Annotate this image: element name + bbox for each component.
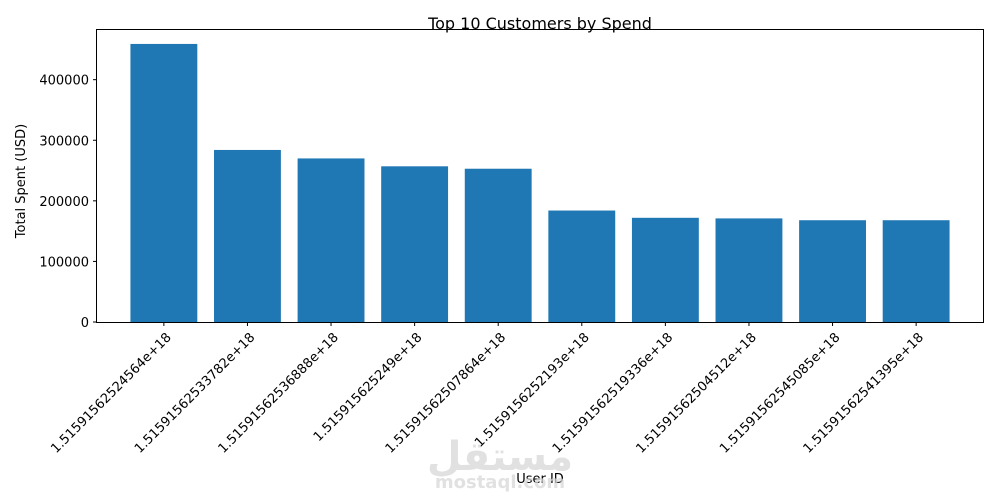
bar bbox=[214, 149, 281, 322]
y-tick-label: 400000 bbox=[39, 74, 89, 89]
y-tick-label: 100000 bbox=[39, 255, 89, 270]
bar bbox=[799, 220, 866, 322]
bar bbox=[130, 43, 198, 323]
y-tick-label: 0 bbox=[81, 316, 89, 331]
bar bbox=[381, 166, 449, 322]
watermark: مستقل mostaql.com bbox=[427, 434, 573, 493]
y-axis-label: Total Spent (USD) bbox=[14, 124, 29, 239]
bar bbox=[548, 210, 616, 322]
bar bbox=[882, 220, 950, 322]
bar bbox=[464, 168, 532, 322]
bar bbox=[297, 158, 365, 322]
watermark-latin: mostaql.com bbox=[435, 472, 565, 493]
x-axis-label: User ID bbox=[516, 472, 564, 487]
watermark-arabic: مستقل bbox=[427, 434, 573, 480]
y-tick-label: 300000 bbox=[39, 134, 89, 149]
plot-frame bbox=[96, 29, 984, 323]
bars bbox=[130, 43, 950, 323]
chart-title: Top 10 Customers by Spend bbox=[427, 14, 652, 33]
y-tick-label: 200000 bbox=[39, 195, 89, 210]
bar bbox=[631, 217, 699, 322]
bar bbox=[715, 218, 783, 322]
